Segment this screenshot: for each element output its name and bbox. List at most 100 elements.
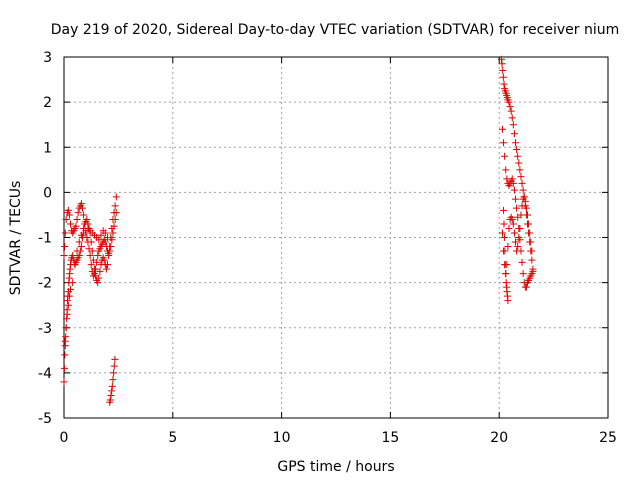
data-point — [102, 265, 110, 273]
data-point — [74, 209, 82, 217]
data-point — [101, 238, 109, 246]
data-point — [95, 274, 103, 282]
data-point — [502, 270, 510, 278]
data-point — [101, 229, 109, 237]
data-point — [505, 98, 513, 106]
y-axis-label: SDTVAR / TECUs — [8, 181, 24, 296]
data-point — [84, 238, 92, 246]
data-point — [510, 186, 518, 194]
data-point — [75, 238, 83, 246]
series-late-track-d — [500, 206, 512, 305]
chart-title: Day 219 of 2020, Sidereal Day-to-day VTE… — [51, 22, 620, 38]
data-point — [62, 215, 70, 223]
data-point — [94, 279, 102, 287]
data-point — [501, 152, 509, 160]
data-point — [510, 130, 518, 138]
data-point — [526, 229, 534, 237]
data-point — [80, 211, 88, 219]
data-points — [60, 55, 537, 406]
data-point — [109, 376, 117, 384]
y-tick-label: 0 — [43, 185, 52, 201]
data-point — [61, 337, 69, 345]
data-point — [521, 197, 529, 205]
x-tick-label: 10 — [273, 430, 291, 446]
data-point — [111, 202, 119, 210]
data-point — [71, 261, 79, 269]
y-tick-label: -2 — [38, 276, 52, 292]
data-point — [518, 179, 526, 187]
data-point — [499, 73, 507, 81]
data-point — [504, 297, 512, 305]
data-point — [77, 200, 85, 208]
data-point — [60, 364, 68, 372]
data-point — [506, 103, 514, 111]
data-point — [512, 139, 520, 147]
x-tick-label: 20 — [490, 430, 508, 446]
data-point — [75, 252, 83, 260]
data-point — [497, 55, 505, 63]
y-tick-label: 2 — [43, 95, 52, 111]
data-point — [64, 206, 72, 214]
x-tick-label: 0 — [60, 430, 69, 446]
y-tick-label: -5 — [38, 411, 52, 427]
data-point — [87, 261, 95, 269]
y-tick-label: -4 — [38, 366, 52, 382]
data-point — [112, 193, 120, 201]
data-point — [516, 224, 524, 232]
data-point — [501, 247, 509, 255]
data-point — [515, 234, 523, 241]
data-point — [67, 220, 75, 228]
data-point — [63, 310, 71, 318]
data-point — [62, 333, 70, 341]
data-point — [523, 211, 531, 219]
data-point — [518, 258, 526, 266]
data-point — [108, 387, 116, 395]
data-point — [517, 173, 525, 181]
data-point — [512, 195, 520, 203]
data-point — [519, 186, 527, 194]
grid-lines — [64, 57, 608, 418]
data-point — [514, 243, 522, 251]
series-late-track-b — [498, 125, 537, 291]
series-early-track-b — [60, 200, 120, 280]
data-point — [73, 215, 81, 223]
data-point — [100, 256, 108, 264]
data-point — [61, 243, 69, 251]
data-point — [512, 238, 520, 246]
data-point — [525, 220, 533, 228]
data-point — [60, 252, 68, 260]
data-point — [86, 252, 94, 260]
data-point — [83, 215, 91, 223]
data-point — [83, 234, 91, 241]
data-point — [69, 252, 77, 260]
data-point — [85, 245, 93, 253]
x-tick-label: 5 — [168, 430, 177, 446]
data-point — [106, 396, 114, 404]
data-point — [110, 362, 118, 370]
data-point — [504, 243, 512, 251]
y-tick-label: 1 — [43, 140, 52, 156]
data-point — [517, 211, 525, 219]
data-point — [108, 382, 116, 390]
y-tick-label: -3 — [38, 321, 52, 337]
data-point — [111, 355, 119, 363]
data-point — [498, 60, 506, 68]
data-point — [77, 243, 85, 251]
data-point — [500, 80, 508, 88]
data-point — [64, 301, 72, 309]
data-point — [111, 215, 119, 223]
data-point — [107, 243, 115, 251]
data-point — [63, 315, 71, 323]
x-tick-label: 25 — [599, 430, 617, 446]
y-tick-label: -1 — [38, 231, 52, 247]
data-point — [513, 247, 521, 255]
data-point — [522, 283, 530, 291]
data-point — [498, 229, 506, 237]
data-point — [500, 234, 508, 241]
data-point — [515, 159, 523, 167]
data-point — [61, 351, 69, 359]
series-early-track-c — [61, 224, 112, 345]
series-short-segment — [106, 355, 119, 406]
data-point — [106, 247, 114, 255]
